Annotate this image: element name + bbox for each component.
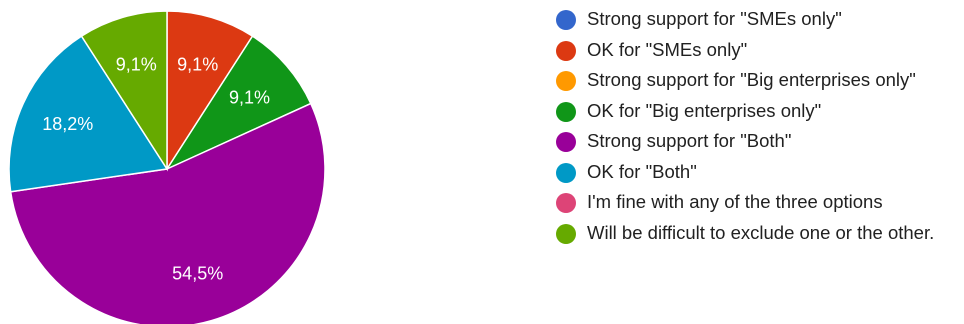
- legend-item: I'm fine with any of the three options: [556, 191, 960, 222]
- legend-label: Strong support for "Both": [587, 130, 792, 151]
- legend-label: OK for "Both": [587, 160, 697, 182]
- legend-swatch-icon: [556, 132, 576, 152]
- legend-swatch-icon: [556, 193, 576, 213]
- legend-label: Strong support for "Big enterprises only…: [587, 69, 916, 90]
- pie-slice-5: [8, 35, 169, 193]
- legend-swatch-icon: [556, 71, 576, 91]
- legend-label: I'm fine with any of the three options: [587, 191, 883, 212]
- slice-label-3: 9,1%: [229, 88, 270, 108]
- pie-plot: 9,1% 9,1% 54,5% 18,2% 9,1%: [8, 10, 326, 324]
- legend-item: OK for "SMEs only": [556, 39, 960, 70]
- pie-slice-3: [164, 35, 312, 171]
- slice-label-1: 9,1%: [177, 54, 218, 74]
- chart-legend: Strong support for "SMEs only" OK for "SM…: [556, 8, 960, 248]
- legend-label: OK for "SMEs only": [587, 38, 748, 60]
- legend-item: Will be difficult to exclude one or the …: [556, 222, 960, 248]
- pie-slice-7: [80, 10, 168, 172]
- legend-swatch-icon: [556, 162, 576, 183]
- legend-swatch-icon: [556, 10, 576, 30]
- legend-label: OK for "Big enterprises only": [587, 99, 822, 121]
- legend-swatch-icon: [556, 101, 576, 122]
- legend-item: OK for "Both": [556, 161, 960, 192]
- legend-label: Strong support for "SMEs only": [587, 8, 842, 29]
- pie-slice-4: [9, 102, 326, 324]
- legend-item: Strong support for "Both": [556, 130, 960, 161]
- legend-item: Strong support for "Big enterprises only…: [556, 69, 960, 100]
- slice-label-4: 54,5%: [172, 264, 223, 284]
- slice-label-7: 9,1%: [116, 54, 157, 74]
- legend-item: OK for "Big enterprises only": [556, 100, 960, 131]
- slice-label-5: 18,2%: [42, 114, 93, 134]
- legend-item: Strong support for "SMEs only": [556, 8, 960, 39]
- legend-swatch-icon: [556, 40, 576, 61]
- legend-label: Will be difficult to exclude one or the …: [587, 221, 935, 243]
- pie-slice-1: [166, 10, 254, 172]
- legend-swatch-icon: [556, 223, 576, 244]
